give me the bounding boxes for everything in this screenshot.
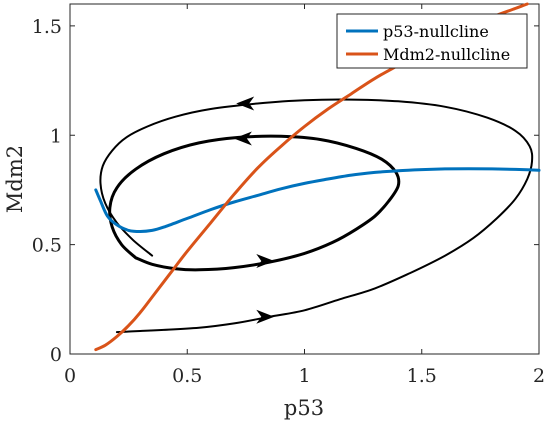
direction-arrowhead xyxy=(256,309,275,324)
x-tick-label: 2 xyxy=(533,365,545,387)
trajectory-inner xyxy=(108,134,401,272)
direction-arrowhead xyxy=(236,96,255,111)
legend: p53-nullcline Mdm2-nullcline xyxy=(336,13,528,69)
y-tick-label: 1.5 xyxy=(32,16,62,38)
x-tick-label: 0 xyxy=(64,365,76,387)
y-tick-label: 1 xyxy=(50,125,62,147)
legend-label-p53: p53-nullcline xyxy=(383,22,489,41)
legend-box xyxy=(336,13,528,69)
legend-label-mdm2: Mdm2-nullcline xyxy=(383,45,510,64)
p53-nullcline-line xyxy=(94,167,541,233)
x-tick-label: 1.5 xyxy=(407,365,437,387)
x-axis-ticks: 0 0.5 1 1.5 2 xyxy=(64,4,545,387)
y-tick-label: 0.5 xyxy=(32,235,62,257)
y-tick-label: 0 xyxy=(50,344,62,366)
trajectory-outer xyxy=(99,98,534,334)
trajectories xyxy=(99,98,534,334)
y-axis-label: Mdm2 xyxy=(3,145,27,213)
x-tick-label: 1 xyxy=(298,365,310,387)
trajectory-arrows xyxy=(233,96,275,324)
x-tick-label: 0.5 xyxy=(172,365,202,387)
y-axis-ticks: 0 0.5 1 1.5 xyxy=(32,16,539,366)
direction-arrowhead xyxy=(256,254,275,268)
direction-arrowhead xyxy=(233,131,252,146)
x-axis-label: p53 xyxy=(284,396,324,420)
